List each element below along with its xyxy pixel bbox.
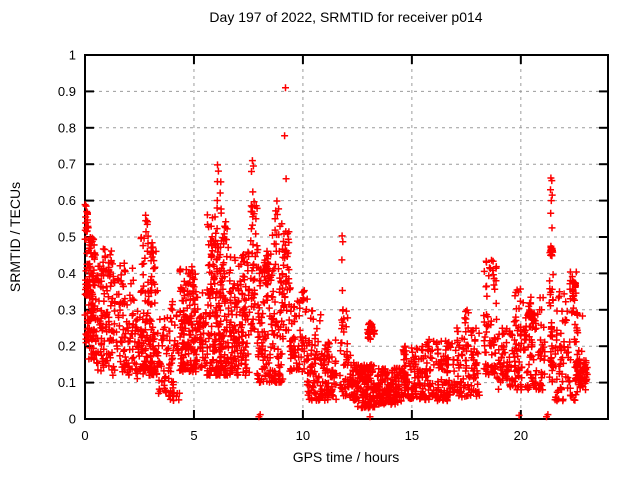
y-tick-label: 0.8 <box>58 120 76 135</box>
y-tick-label: 0.2 <box>58 339 76 354</box>
y-tick-label: 0.3 <box>58 302 76 317</box>
y-tick-label: 0.6 <box>58 193 76 208</box>
y-tick-label: 0.7 <box>58 157 76 172</box>
y-tick-label: 0.9 <box>58 84 76 99</box>
x-axis-label: GPS time / hours <box>293 449 400 465</box>
y-axis-label: SRMTID / TECUs <box>7 182 23 292</box>
x-tick-label: 15 <box>405 428 419 443</box>
x-tick-label: 5 <box>190 428 197 443</box>
x-tick-label: 0 <box>81 428 88 443</box>
y-tick-label: 0.1 <box>58 375 76 390</box>
x-tick-label: 20 <box>514 428 528 443</box>
y-tick-label: 1 <box>69 48 76 63</box>
y-tick-label: 0.5 <box>58 230 76 245</box>
data-points-markers <box>81 84 591 421</box>
axis-ticks <box>84 54 608 420</box>
y-tick-label: 0 <box>69 412 76 427</box>
tick-labels: 00.10.20.30.40.50.60.70.80.910 5 10 15 20 <box>58 48 528 444</box>
chart-title: Day 197 of 2022, SRMTID for receiver p01… <box>209 9 482 25</box>
y-tick-label: 0.4 <box>58 266 76 281</box>
x-tick-label: 10 <box>296 428 310 443</box>
